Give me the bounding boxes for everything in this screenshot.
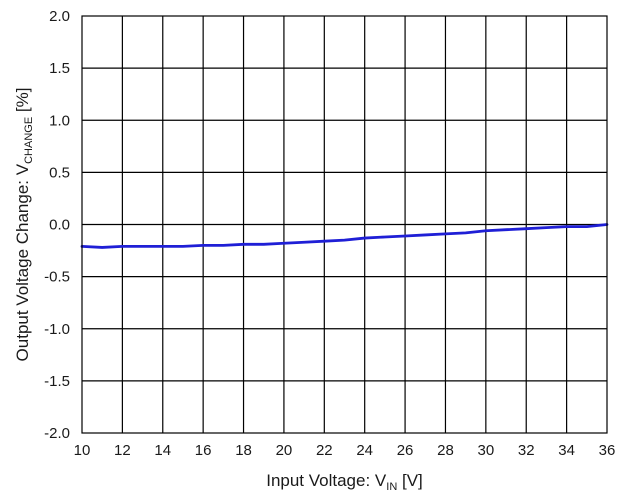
y-tick-labels: 2.0 1.5 1.0 0.5 0.0 -0.5 -1.0 -1.5 -2.0 (44, 8, 70, 442)
y-tick-label: -1.5 (44, 373, 70, 390)
x-tick-label: 18 (235, 442, 252, 459)
y-tick-label: -0.5 (44, 269, 70, 286)
x-tick-label: 20 (276, 442, 293, 459)
y-tick-label: 2.0 (49, 8, 70, 25)
x-tick-label: 36 (599, 442, 616, 459)
y-axis-title-main: Output Voltage Change: V (13, 163, 32, 361)
x-tick-label: 24 (356, 442, 373, 459)
x-tick-label: 26 (397, 442, 414, 459)
x-tick-label: 32 (518, 442, 535, 459)
x-tick-label: 16 (195, 442, 212, 459)
y-tick-label: 1.0 (49, 112, 70, 129)
x-tick-label: 10 (74, 442, 91, 459)
series-layer (80, 223, 609, 249)
y-tick-label: 0.5 (49, 164, 70, 181)
y-axis-title-unit: [%] (13, 88, 32, 117)
x-tick-label: 34 (558, 442, 575, 459)
plot-frame (81, 15, 608, 434)
y-tick-label: 1.5 (49, 60, 70, 77)
x-axis-title: Input Voltage: VIN [V] (266, 471, 423, 493)
x-axis-title-unit: [V] (397, 471, 423, 490)
x-tick-label: 14 (154, 442, 171, 459)
x-tick-labels: 10 12 14 16 18 20 22 24 26 28 30 32 34 36 (74, 442, 616, 459)
series-line (80, 223, 609, 249)
x-axis-title-main: Input Voltage: V (266, 471, 387, 490)
y-tick-label: 0.0 (49, 217, 70, 234)
y-tick-label: -2.0 (44, 425, 70, 442)
x-tick-label: 12 (114, 442, 131, 459)
x-tick-label: 30 (478, 442, 495, 459)
y-axis-title: Output Voltage Change: VCHANGE [%] (13, 88, 35, 362)
x-tick-label: 28 (437, 442, 454, 459)
x-axis-title-sub: IN (386, 481, 397, 493)
y-axis-title-sub: CHANGE (23, 117, 35, 164)
x-tick-label: 22 (316, 442, 333, 459)
grid-lines (82, 16, 607, 433)
y-tick-label: -1.0 (44, 321, 70, 338)
